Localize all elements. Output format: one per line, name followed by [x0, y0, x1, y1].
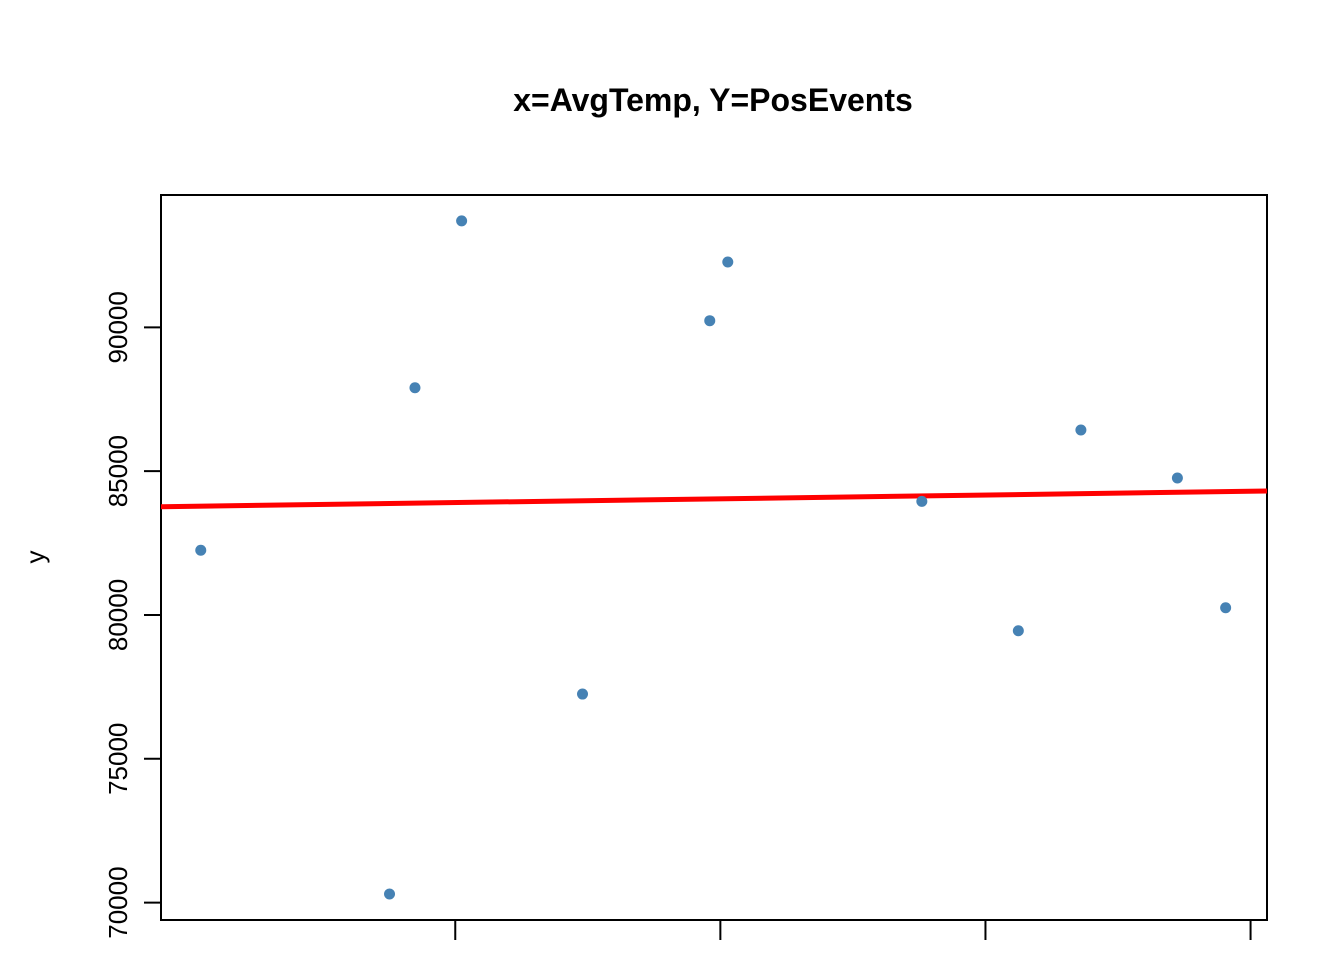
y-axis: 70000 75000 80000 85000 90000 — [103, 291, 161, 939]
y-tick-label: 85000 — [103, 435, 133, 507]
fit-line — [160, 488, 1268, 510]
points-layer — [195, 215, 1232, 900]
data-point — [722, 256, 734, 268]
data-point — [384, 888, 396, 900]
data-point — [577, 688, 589, 700]
fit-line-layer — [160, 488, 1268, 510]
data-point — [916, 495, 928, 507]
data-point — [409, 382, 421, 394]
data-point — [1075, 424, 1087, 436]
y-tick-label: 75000 — [103, 723, 133, 795]
data-point — [1012, 625, 1024, 637]
chart-title: x=AvgTemp, Y=PosEvents — [513, 82, 913, 118]
data-point — [195, 544, 207, 556]
data-point — [704, 315, 716, 327]
data-point — [456, 215, 468, 227]
y-tick-label: 80000 — [103, 579, 133, 651]
y-tick-label: 90000 — [103, 291, 133, 363]
x-axis — [454, 920, 1252, 940]
y-tick-label: 70000 — [103, 866, 133, 938]
data-point — [1220, 602, 1232, 614]
data-point — [1171, 472, 1183, 484]
plot-frame — [160, 194, 1268, 921]
y-axis-label: y — [20, 551, 50, 564]
